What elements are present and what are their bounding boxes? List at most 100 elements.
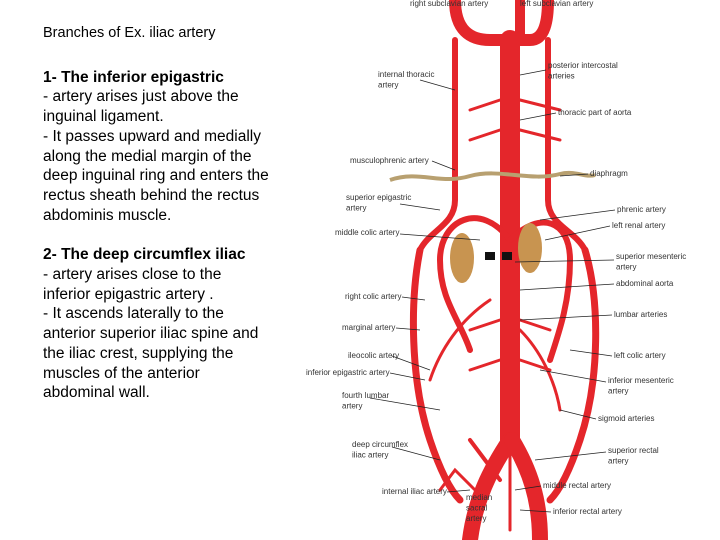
label-line: inferior mesenteric: [608, 376, 674, 385]
adrenal: [502, 252, 512, 260]
section: 1- The inferior epigastric - artery aris…: [43, 68, 271, 226]
label-line: left subclavian artery: [520, 0, 593, 8]
diagram-label: right subclavian artery: [410, 0, 488, 8]
diagram-label: inferior mesenteric artery: [608, 376, 674, 396]
leader-line: [369, 397, 441, 411]
label-line: lumbar arteries: [614, 310, 667, 319]
leader-line: [514, 259, 615, 263]
diagram-label: left subclavian artery: [520, 0, 593, 8]
label-line: abdominal aorta: [616, 279, 674, 288]
diagram-label: posterior intercostal arteries: [548, 61, 618, 81]
leader-line: [401, 296, 426, 301]
leader-line: [544, 225, 611, 241]
diagram-label: lumbar arteries: [614, 310, 667, 319]
diagram-label: musculophrenic artery: [350, 156, 429, 165]
label-line: deep circumflex: [352, 440, 408, 449]
label-line: sacral: [466, 504, 488, 513]
leader-line: [559, 409, 597, 420]
leader-line: [569, 349, 613, 357]
label-line: artery: [378, 81, 398, 90]
label-line: diaphragm: [590, 169, 628, 178]
label-line: posterior intercostal: [548, 61, 618, 70]
label-line: marginal artery: [342, 323, 395, 332]
heading: 2- The deep circumflex iliac: [43, 246, 246, 264]
leader-line: [539, 369, 607, 383]
leader-line: [391, 355, 431, 371]
leader-line: [519, 112, 557, 121]
diagram-label: diaphragm: [590, 169, 628, 178]
diagram-label: inferior rectal artery: [553, 507, 622, 516]
diagram-label: left colic artery: [614, 351, 666, 360]
label-line: left renal artery: [612, 221, 665, 230]
diagram-label: sigmoid arteries: [598, 414, 654, 423]
label-line: artery: [616, 263, 636, 272]
leader-line: [446, 489, 471, 493]
diagram-label: fourth lumbar artery: [342, 391, 389, 411]
leader-line: [519, 509, 552, 513]
diagram-label: superior epigastric artery: [346, 193, 411, 213]
leader-line: [399, 233, 481, 241]
labels: right subclavian artery left subclavian a…: [306, 0, 686, 523]
heading: 1- The inferior epigastric: [43, 68, 224, 86]
leader-line: [514, 485, 542, 491]
paragraph: - artery arises just above the inguinal …: [43, 88, 239, 126]
diagram-label: median sacral artery: [466, 493, 492, 523]
leader-line: [395, 327, 421, 331]
label-line: fourth lumbar: [342, 391, 389, 400]
diaphragm-shape: [389, 170, 596, 182]
paragraph: - It ascends laterally to the anterior s…: [43, 305, 259, 402]
label-line: artery: [466, 514, 486, 523]
label-line: ileocolic artery: [348, 351, 399, 360]
label-line: inferior rectal artery: [553, 507, 622, 516]
diagram-label: internal thoracic artery: [378, 70, 434, 90]
diagram-label: marginal artery: [342, 323, 395, 332]
label-line: superior mesenteric: [616, 252, 686, 261]
diagram-label: phrenic artery: [617, 205, 666, 214]
diagram-label: superior mesenteric artery: [616, 252, 686, 272]
label-line: right colic artery: [345, 292, 401, 301]
label-line: inferior epigastric artery: [306, 368, 390, 377]
diagram-label: inferior epigastric artery: [306, 368, 390, 377]
kidney: [518, 223, 542, 273]
label-line: right subclavian artery: [410, 0, 488, 8]
label-line: superior rectal: [608, 446, 659, 455]
label-line: median: [466, 493, 492, 502]
title: Branches of Ex. iliac artery: [43, 25, 216, 41]
label-line: middle rectal artery: [543, 481, 611, 490]
label-line: artery: [342, 402, 362, 411]
diagram-label: middle colic artery: [335, 228, 399, 237]
label-line: phrenic artery: [617, 205, 666, 214]
label-line: sigmoid arteries: [598, 414, 654, 423]
leader-line: [519, 283, 615, 291]
leader-line: [419, 79, 456, 91]
diagram-label: ileocolic artery: [348, 351, 399, 360]
diagram-label: right colic artery: [345, 292, 401, 301]
leader-line: [389, 372, 426, 381]
leader-line: [431, 160, 456, 171]
diagram-label: deep circumflex iliac artery: [352, 440, 408, 460]
leader-line: [399, 203, 441, 211]
paragraph: - It passes upward and medially along th…: [43, 127, 269, 224]
leader-line: [559, 173, 589, 177]
diagram-label: internal iliac artery: [382, 487, 447, 496]
label-line: superior epigastric: [346, 193, 411, 202]
diagram-label: middle rectal artery: [543, 481, 611, 490]
leader-line: [519, 69, 547, 76]
diagram-label: thoracic part of aorta: [558, 108, 632, 117]
adrenal: [485, 252, 495, 260]
leader-line: [534, 451, 607, 461]
arteries: [409, 0, 600, 540]
label-line: thoracic part of aorta: [558, 108, 632, 117]
label-line: internal thoracic: [378, 70, 434, 79]
label-line: arteries: [548, 72, 575, 81]
label-line: artery: [608, 387, 628, 396]
label-line: middle colic artery: [335, 228, 399, 237]
label-line: musculophrenic artery: [350, 156, 429, 165]
label-line: iliac artery: [352, 451, 388, 460]
section: 2- The deep circumflex iliac - artery ar…: [43, 245, 271, 403]
leader-line: [539, 209, 616, 221]
label-line: artery: [346, 204, 366, 213]
label-line: left colic artery: [614, 351, 666, 360]
leader-line: [391, 446, 441, 461]
